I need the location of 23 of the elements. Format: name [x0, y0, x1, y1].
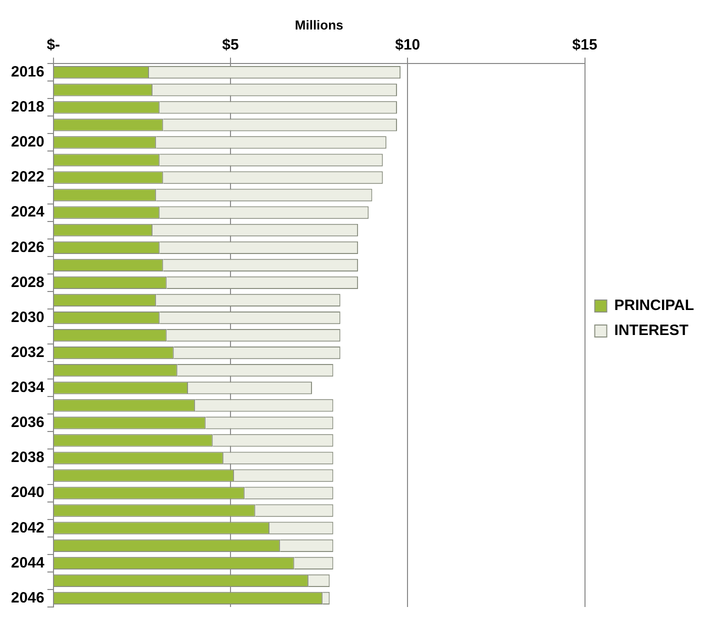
- y-tick-label: 2038: [10, 449, 44, 466]
- legend-label: PRINCIPAL: [614, 297, 694, 314]
- y-tick-label: 2022: [10, 168, 44, 186]
- y-tick-label: 2024: [10, 204, 46, 221]
- x-tick-label: $10: [395, 36, 420, 54]
- x-tick-label: $5: [222, 36, 239, 54]
- legend-label: INTEREST: [614, 322, 688, 340]
- y-tick-label: 2046: [10, 589, 44, 606]
- x-tick-label: $-: [46, 36, 60, 54]
- y-tick-label: 2028: [10, 274, 44, 291]
- y-tick-label: 2018: [10, 98, 44, 116]
- x-axis-title: Millions: [294, 17, 344, 32]
- y-tick-label: 2036: [10, 414, 44, 432]
- y-tick-label: 2044: [10, 554, 46, 572]
- y-tick-label: 2042: [10, 519, 44, 536]
- y-tick-label: 2032: [10, 344, 44, 361]
- y-tick-label: 2030: [10, 308, 44, 326]
- x-tick-label: $15: [572, 36, 598, 54]
- y-tick-label: 2016: [10, 64, 44, 81]
- y-tick-label: 2040: [10, 484, 44, 502]
- y-tick-label: 2020: [10, 134, 44, 151]
- y-tick-label: 2034: [10, 379, 46, 396]
- y-tick-label: 2026: [10, 238, 44, 256]
